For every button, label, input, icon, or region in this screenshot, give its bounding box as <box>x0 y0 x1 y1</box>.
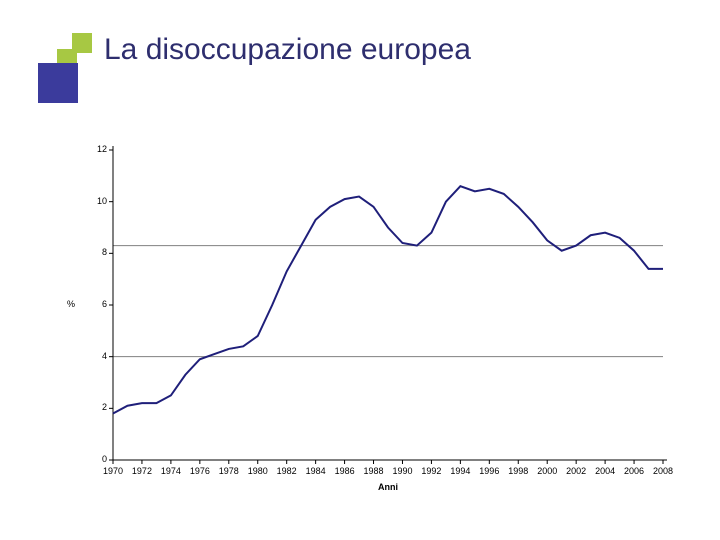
x-tick-label: 1982 <box>273 466 301 476</box>
x-tick-label: 2000 <box>533 466 561 476</box>
x-tick-label: 1992 <box>417 466 445 476</box>
x-tick-label: 1980 <box>244 466 272 476</box>
x-tick-label: 1978 <box>215 466 243 476</box>
y-tick-label: 0 <box>83 454 107 464</box>
chart-svg <box>65 140 675 510</box>
bullet-accent-square-2 <box>72 33 92 53</box>
x-tick-label: 1976 <box>186 466 214 476</box>
y-axis-label: % <box>67 299 75 309</box>
x-tick-label: 2008 <box>649 466 677 476</box>
x-axis-label: Anni <box>358 482 418 492</box>
x-tick-label: 1986 <box>331 466 359 476</box>
x-tick-label: 1974 <box>157 466 185 476</box>
y-tick-label: 2 <box>83 402 107 412</box>
y-tick-label: 8 <box>83 247 107 257</box>
x-tick-label: 2002 <box>562 466 590 476</box>
x-tick-label: 1996 <box>475 466 503 476</box>
y-tick-label: 6 <box>83 299 107 309</box>
y-tick-label: 10 <box>83 196 107 206</box>
x-tick-label: 1994 <box>446 466 474 476</box>
x-tick-label: 1984 <box>302 466 330 476</box>
slide-title: La disoccupazione europea <box>104 33 471 67</box>
y-tick-label: 12 <box>83 144 107 154</box>
y-tick-label: 4 <box>83 351 107 361</box>
x-tick-label: 1988 <box>360 466 388 476</box>
unemployment-line-chart: 0246810121970197219741976197819801982198… <box>65 140 675 510</box>
x-tick-label: 1998 <box>504 466 532 476</box>
x-tick-label: 1970 <box>99 466 127 476</box>
x-tick-label: 2006 <box>620 466 648 476</box>
x-tick-label: 1990 <box>388 466 416 476</box>
slide: La disoccupazione europea 02468101219701… <box>0 0 720 540</box>
x-tick-label: 1972 <box>128 466 156 476</box>
bullet-accent-block <box>38 63 78 103</box>
x-tick-label: 2004 <box>591 466 619 476</box>
